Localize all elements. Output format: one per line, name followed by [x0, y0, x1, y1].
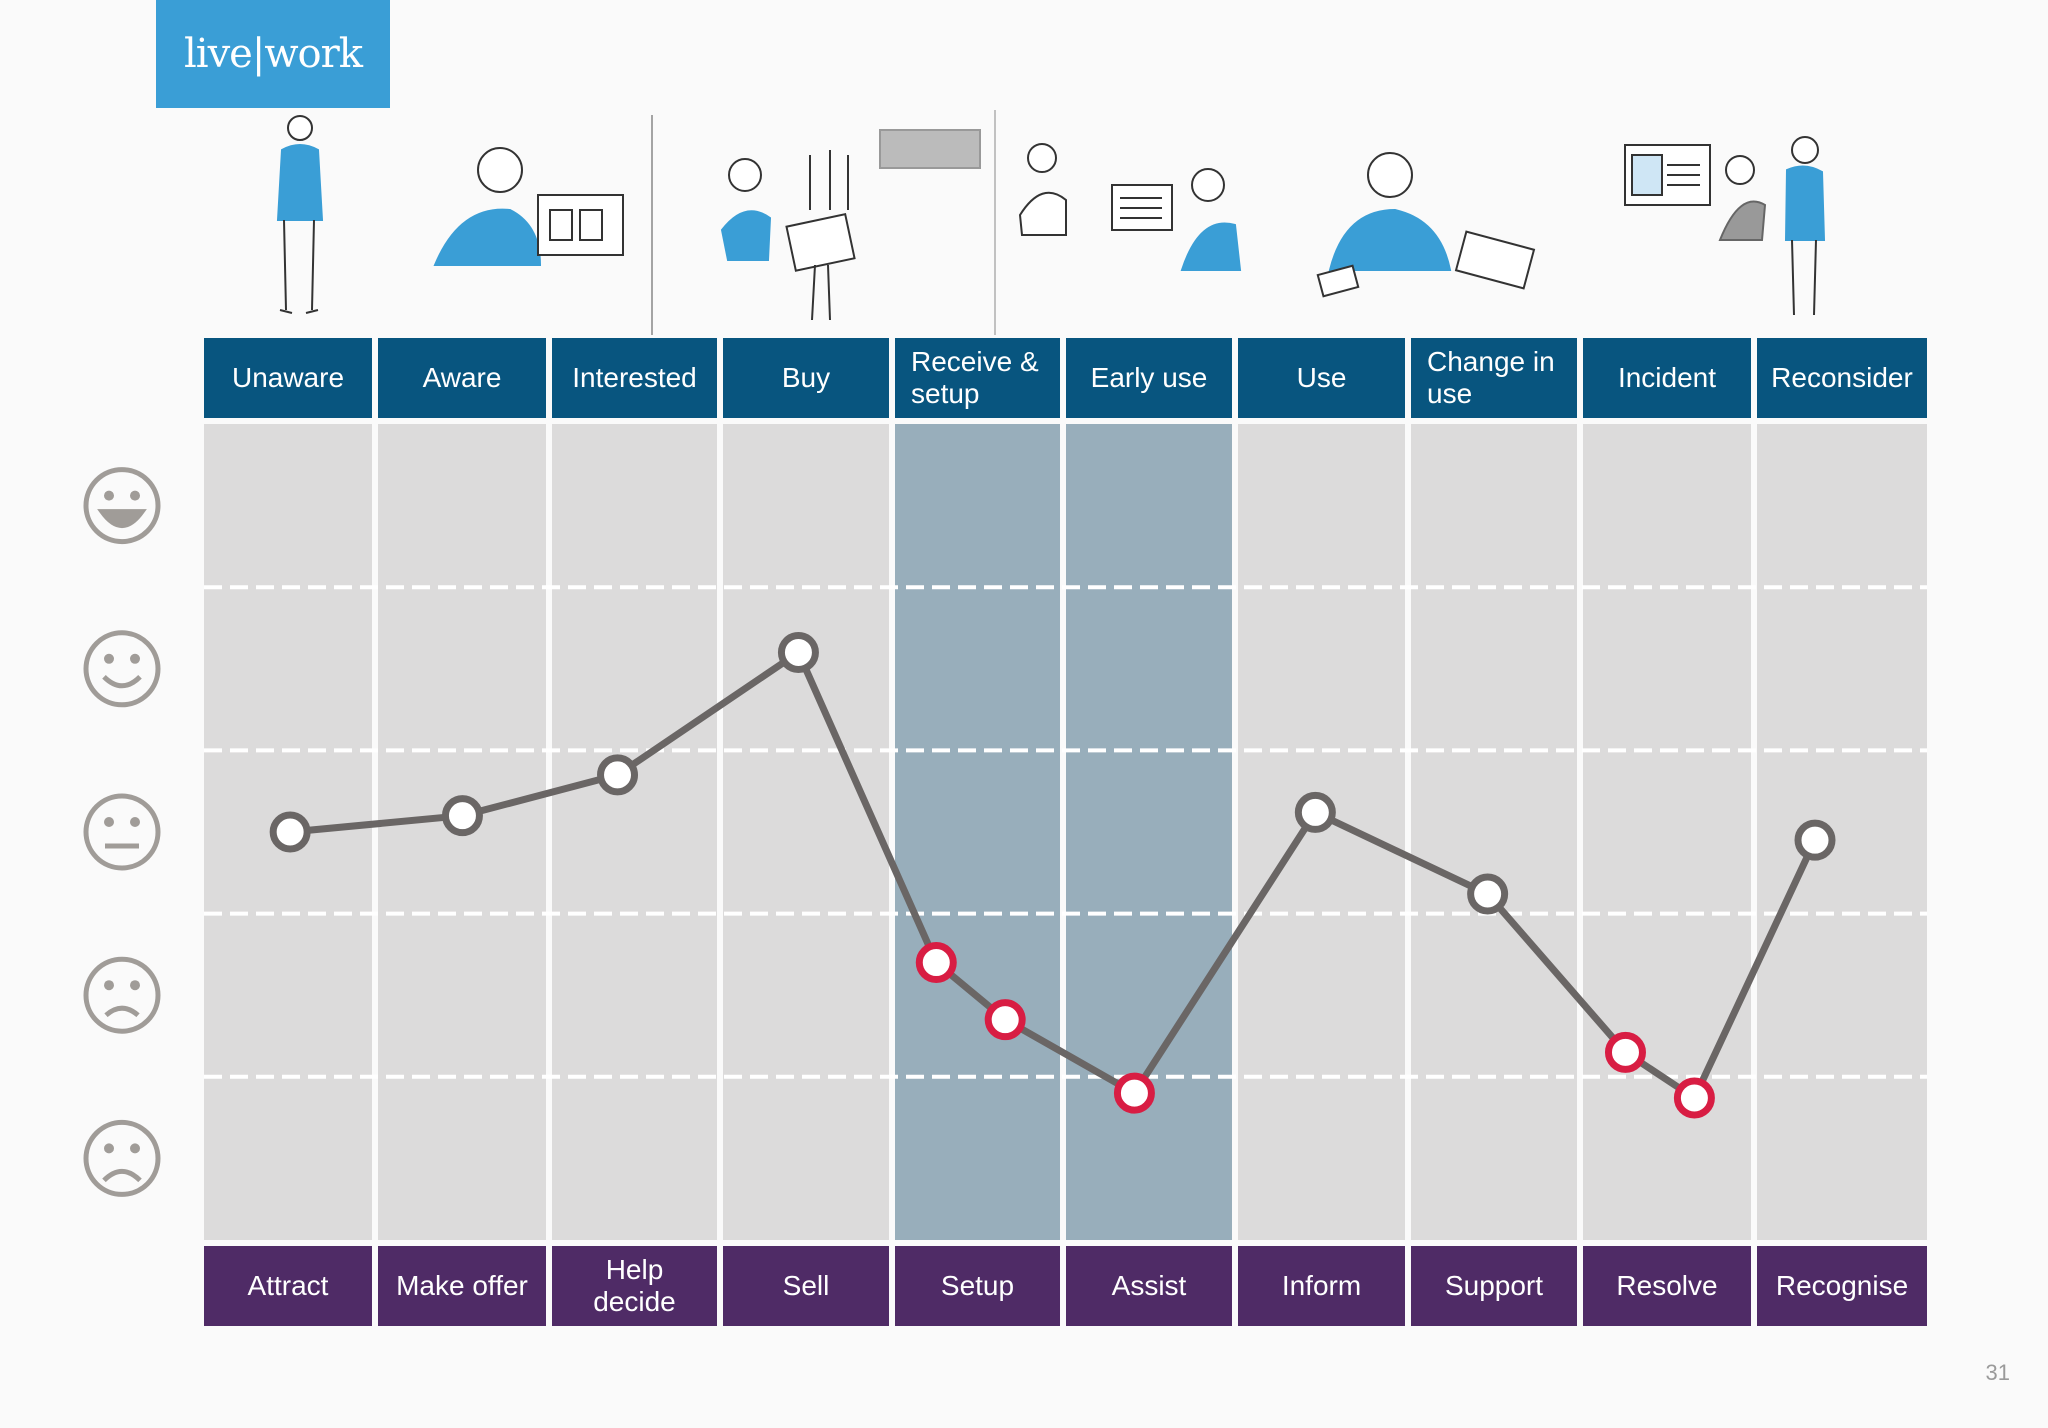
face-happy-icon [83, 630, 161, 708]
stage-header-buy: Buy [723, 338, 889, 418]
person-using-laptop-illustration [1316, 152, 1536, 298]
brand-logo: live|work [156, 0, 390, 108]
experience-point-marker [269, 811, 311, 853]
person-at-tablet-illustration [433, 147, 624, 266]
activity-recognise: Recognise [1757, 1246, 1927, 1326]
activity-inform: Inform [1238, 1246, 1405, 1326]
person-with-support-screen-illustration [1624, 136, 1826, 316]
activity-support: Support [1411, 1246, 1577, 1326]
stage-header-use: Use [1238, 338, 1405, 418]
activity-attract: Attract [204, 1246, 372, 1326]
emotion-scale [83, 467, 161, 1197]
experience-point-marker [1794, 819, 1836, 861]
stage-header-aware: Aware [378, 338, 546, 418]
setup-assist-illustration [1018, 143, 1242, 271]
stage-header-change-in-use: Change in use [1411, 338, 1577, 418]
pain-point-marker [1113, 1072, 1155, 1114]
activity-sell: Sell [723, 1246, 889, 1326]
experience-point-marker [597, 754, 639, 796]
activity-help-decide: Help decide [552, 1246, 717, 1326]
page-number: 31 [1985, 1360, 2010, 1385]
pain-point-marker [915, 942, 957, 984]
pain-point-marker [984, 999, 1026, 1041]
stage-column [1757, 424, 1927, 1240]
stage-header-interested: Interested [552, 338, 717, 418]
stage-header-unaware: Unaware [204, 338, 372, 418]
face-sad-icon [83, 956, 161, 1034]
stage-column [1238, 424, 1405, 1240]
pain-point-marker [1604, 1031, 1646, 1073]
stage-column [723, 424, 889, 1240]
pain-point-marker [1673, 1077, 1715, 1119]
experience-point-marker [1294, 791, 1336, 833]
face-very-sad-icon [83, 1119, 161, 1197]
experience-point-marker [441, 795, 483, 837]
stage-column-highlighted [895, 424, 1060, 1240]
face-very-happy-icon [83, 467, 161, 545]
stage-header-receive-setup: Receive & setup [895, 338, 1060, 418]
stage-column [552, 424, 717, 1240]
stage-header-incident: Incident [1583, 338, 1751, 418]
stage-header-reconsider: Reconsider [1757, 338, 1927, 418]
experience-points [269, 631, 1836, 1119]
activity-setup: Setup [895, 1246, 1060, 1326]
activity-make-offer: Make offer [378, 1246, 546, 1326]
shop-buy-illustration [720, 129, 981, 321]
activity-resolve: Resolve [1583, 1246, 1751, 1326]
emotion-gridlines [204, 585, 1927, 1079]
activity-assist: Assist [1066, 1246, 1232, 1326]
person-with-phone-illustration [276, 115, 324, 314]
journey-illustrations [276, 110, 1826, 335]
stage-header-early-use: Early use [1066, 338, 1232, 418]
stage-column [1411, 424, 1577, 1240]
experience-point-marker [1467, 873, 1509, 915]
face-neutral-icon [83, 793, 161, 871]
experience-point-marker [777, 631, 819, 673]
experience-line [289, 648, 1819, 1102]
stage-column [1583, 424, 1751, 1240]
